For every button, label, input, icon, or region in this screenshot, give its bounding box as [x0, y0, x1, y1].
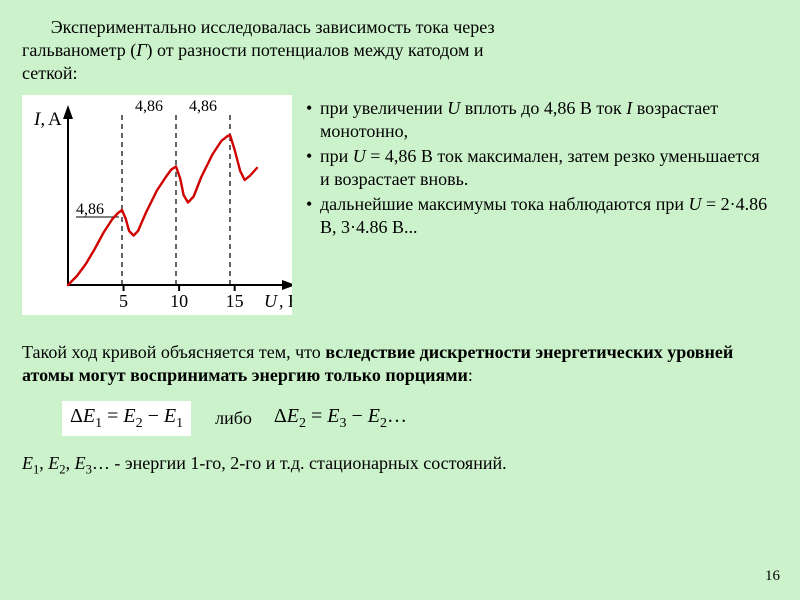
energies-line: E1, E2, E3… - энергии 1-го, 2-го и т.д. …	[22, 452, 772, 478]
svg-text:А: А	[48, 109, 62, 130]
bullet-marker: •	[306, 145, 320, 191]
equation-either: либо	[215, 407, 252, 430]
bullet-marker: •	[306, 97, 320, 143]
b3a: дальнейшие максимумы тока наблюдаются пр…	[320, 194, 688, 214]
intro-l2a: гальванометр (	[22, 40, 136, 60]
intro-l1: Экспериментально исследовалась зависимос…	[51, 17, 495, 37]
svg-text:, В: , В	[279, 291, 292, 311]
b1a: при увеличении	[320, 98, 447, 118]
b1b: вплоть до 4,86 В ток	[460, 98, 626, 118]
b2u: U	[353, 146, 366, 166]
bullet-item: • дальнейшие максимумы тока наблюдаются …	[306, 193, 772, 239]
svg-text:4,86: 4,86	[76, 201, 104, 218]
explanation-paragraph: Такой ход кривой объясняется тем, что вс…	[22, 341, 772, 387]
b3u: U	[688, 194, 701, 214]
page-number: 16	[765, 567, 780, 586]
franck-hertz-chart: I,А 5 10 15 U, В 4,86 4,86 4,86	[22, 95, 292, 315]
intro-l3: сеткой:	[22, 63, 78, 83]
last-text: … - энергии 1-го, 2-го и т.д. стационарн…	[92, 453, 507, 473]
equation-row: ΔE1 = E2 − E1 либо ΔE2 = E3 − E2…	[22, 401, 772, 436]
bullet-list: • при увеличении U вплоть до 4,86 В ток …	[306, 95, 772, 241]
p2a: Такой ход кривой объясняется тем, что	[22, 342, 325, 362]
b2a: при	[320, 146, 353, 166]
svg-text:U: U	[264, 291, 278, 311]
bullet-item: • при увеличении U вплоть до 4,86 В ток …	[306, 97, 772, 143]
svg-text:15: 15	[226, 291, 244, 311]
svg-text:I,: I,	[33, 109, 45, 130]
equation-plain: ΔE2 = E3 − E2…	[274, 404, 407, 433]
p2c: :	[468, 365, 473, 385]
intro-paragraph: Экспериментально исследовалась зависимос…	[22, 16, 772, 85]
intro-g: Г	[136, 40, 146, 60]
svg-text:4,86: 4,86	[189, 98, 217, 115]
b1u: U	[447, 98, 460, 118]
intro-l2b: ) от разности потенциалов между катодом …	[146, 40, 483, 60]
svg-text:5: 5	[119, 291, 128, 311]
b2b: = 4,86 В ток максимален, затем резко уме…	[320, 146, 760, 189]
bullet-marker: •	[306, 193, 320, 239]
svg-text:10: 10	[170, 291, 188, 311]
svg-text:4,86: 4,86	[135, 98, 163, 115]
chart-and-bullets: I,А51015U, В4,864,864,86 • при увеличени…	[22, 95, 772, 315]
bullet-item: • при U = 4,86 В ток максимален, затем р…	[306, 145, 772, 191]
equation-boxed: ΔE1 = E2 − E1	[62, 401, 191, 436]
